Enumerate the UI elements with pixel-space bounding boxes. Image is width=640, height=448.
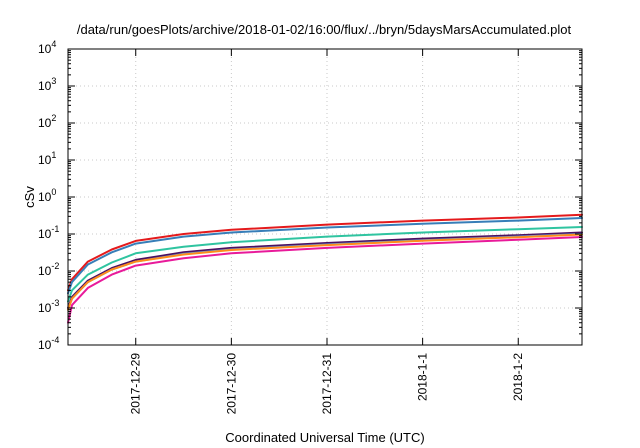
- y-tick-label: 103: [38, 76, 56, 93]
- ticks: 10-4 10-3 10-2 10-1 100 101 102 103 104 2017-12-2…: [38, 39, 582, 414]
- x-tick-label: 2017-12-30: [224, 353, 238, 415]
- series-line: [67, 236, 583, 324]
- y-tick-label: 10-3: [38, 298, 59, 315]
- y-tick-label: 10-4: [38, 335, 59, 352]
- x-tick-label: 2018-1-2: [511, 353, 525, 401]
- y-tick-label: 101: [38, 150, 56, 167]
- series-line: [67, 226, 583, 303]
- y-tick-label: 104: [38, 39, 56, 56]
- y-tick-label: 100: [38, 187, 56, 204]
- y-tick-label: 10-2: [38, 261, 59, 278]
- series-line: [67, 231, 583, 309]
- series-line: [67, 233, 583, 311]
- series-line: [67, 213, 583, 292]
- y-axis-label: cSv: [22, 186, 37, 208]
- chart-title: /data/run/goesPlots/archive/2018-01-02/1…: [77, 22, 572, 37]
- grid: [68, 49, 582, 345]
- series-line: [67, 217, 583, 295]
- x-tick-label: 2017-12-31: [320, 353, 334, 415]
- series-lines: [67, 213, 583, 324]
- x-tick-label: 2018-1-1: [416, 353, 430, 401]
- x-tick-label: 2017-12-29: [129, 353, 143, 415]
- y-tick-label: 102: [38, 113, 56, 130]
- y-tick-label: 10-1: [38, 224, 59, 241]
- x-axis-label: Coordinated Universal Time (UTC): [225, 430, 424, 445]
